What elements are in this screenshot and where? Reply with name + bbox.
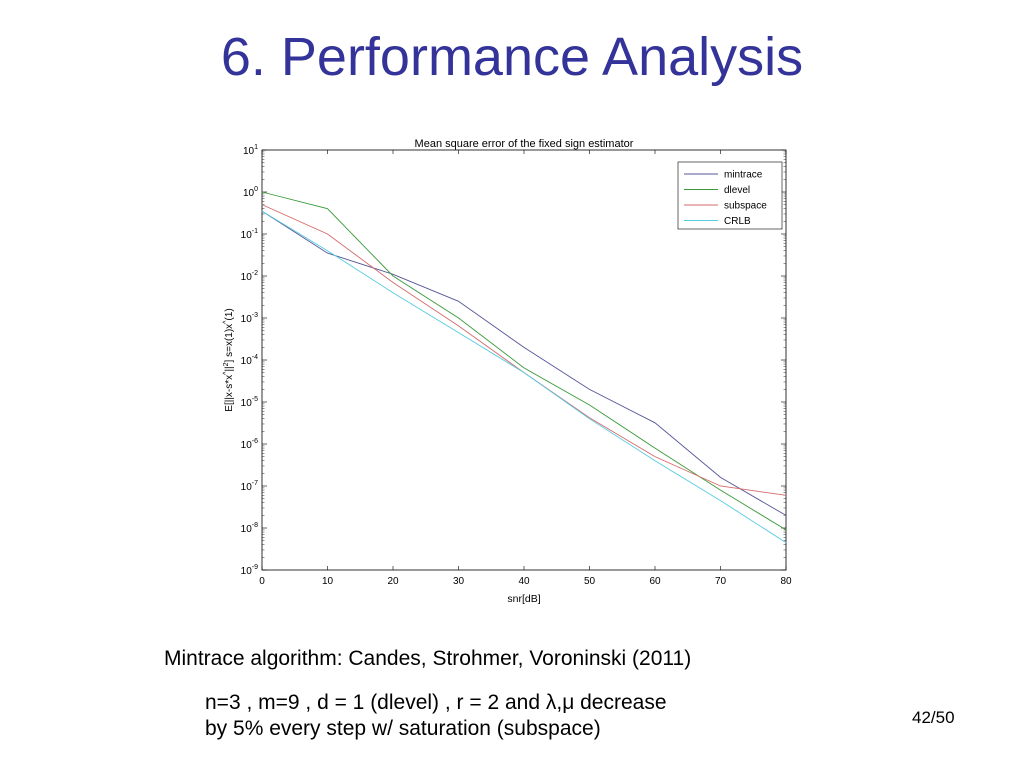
y-axis-label: E[||x-s*x^||2] s=x(1)x^(1)	[223, 308, 235, 411]
page-number: 42/50	[912, 708, 955, 727]
x-tick-label: 30	[453, 576, 465, 587]
x-tick-label: 10	[322, 576, 334, 587]
legend-label-mintrace: mintrace	[724, 170, 763, 181]
x-tick-label: 70	[715, 576, 727, 587]
mse-chart: 0 10 20 30 40 50 60 70 80 101 100 10-1 10-2 10-3 10-4 1…	[223, 138, 792, 605]
legend-label-crlb: CRLB	[724, 216, 751, 227]
series-line-mintrace	[261, 210, 787, 516]
legend-label-dlevel: dlevel	[724, 185, 750, 196]
x-tick-label: 20	[387, 576, 399, 587]
legend-label-subspace: subspace	[724, 201, 767, 212]
series-line-crlb	[261, 210, 787, 543]
x-tick-label: 50	[584, 576, 596, 587]
y-tick-label: 100	[243, 186, 258, 199]
legend-box	[677, 161, 783, 230]
x-axis-label: snr[dB]	[507, 593, 540, 605]
x-tick-label: 60	[649, 576, 661, 587]
page-title: 6. Performance Analysis	[220, 27, 804, 87]
note-line-1: n=3 , m=9 , d = 1 (dlevel) , r = 2 and λ…	[205, 691, 667, 714]
algorithm-caption: Mintrace algorithm: Candes, Strohmer, Vo…	[164, 647, 692, 670]
x-tick-label: 80	[780, 576, 792, 587]
x-tick-label: 0	[259, 576, 265, 587]
x-tick-label: 40	[518, 576, 530, 587]
y-tick-label: 10-8	[241, 522, 258, 535]
series-lines	[261, 191, 787, 543]
y-tick-label: 10-2	[241, 270, 258, 283]
parameter-notes: n=3 , m=9 , d = 1 (dlevel) , r = 2 and λ…	[205, 690, 667, 743]
note-line-2: by 5% every step w/ saturation (subspace…	[205, 717, 601, 741]
chart-title: Mean square error of the fixed sign esti…	[415, 138, 634, 150]
y-tick-label: 10-4	[241, 354, 258, 367]
legend: mintrace dlevel subspace CRLB	[677, 161, 783, 230]
y-tick-label: 10-7	[241, 480, 258, 493]
y-tick-label: 10-9	[241, 564, 258, 577]
y-tick-label: 101	[243, 144, 258, 157]
y-tick-label: 10-5	[241, 396, 258, 409]
y-tick-label: 10-1	[241, 228, 258, 241]
y-tick-label: 10-3	[241, 312, 258, 325]
y-tick-label: 10-6	[241, 438, 258, 451]
